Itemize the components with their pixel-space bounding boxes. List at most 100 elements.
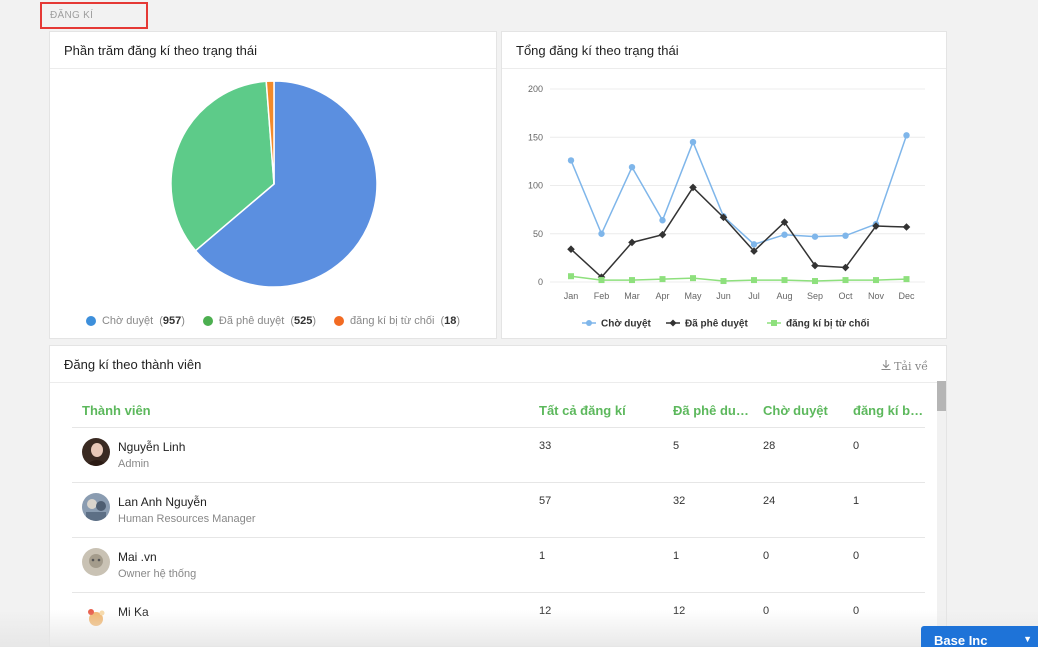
members-card: Đăng kí theo thành viên Tải về Thành viê…: [49, 345, 947, 647]
table-row[interactable]: Mi Ka 12 12 0 0: [72, 593, 925, 646]
avatar: [82, 548, 110, 576]
x-tick-label: Jan: [564, 291, 579, 301]
data-point: [780, 218, 789, 226]
x-tick-label: Jun: [716, 291, 731, 301]
x-tick-label: Nov: [868, 291, 885, 301]
pie-slice-1[interactable]: [170, 80, 275, 252]
table-row[interactable]: Mai .vn Owner hệ thống 1 1 0 0: [72, 538, 925, 593]
data-point: [903, 132, 910, 139]
x-tick-label: Jul: [748, 291, 760, 301]
data-point: [781, 231, 788, 238]
section-label: ĐĂNG KÍ: [40, 2, 148, 29]
x-tick-label: Sep: [807, 291, 823, 301]
cell-total: 33: [539, 440, 552, 452]
data-point: [567, 157, 575, 164]
series-line-0: [570, 135, 908, 246]
col-header-pending[interactable]: Chờ duyệt: [763, 403, 828, 418]
legend-label: Chờ duyệt: [601, 319, 652, 330]
legend-count: 957: [162, 315, 182, 327]
x-tick-label: Aug: [776, 291, 792, 301]
cell-pending: 0: [763, 605, 770, 617]
table-row[interactable]: Nguyễn Linh Admin 33 5 28 0: [72, 428, 925, 483]
data-point: [812, 278, 818, 285]
table-scrollbar[interactable]: [937, 381, 946, 646]
legend-item-approved[interactable]: Đã phê duyệt (525): [202, 315, 316, 327]
series-line-1: [570, 186, 907, 279]
pie-chart-card: Phần trăm đăng kí theo trạng thái Chờ du…: [49, 31, 497, 339]
table-scrollbar-thumb[interactable]: [937, 381, 946, 411]
legend-dot-icon: [334, 316, 345, 326]
cell-approved: 5: [673, 440, 680, 452]
member-name[interactable]: Nguyễn Linh: [118, 440, 186, 454]
data-point: [750, 241, 758, 248]
data-point: [690, 275, 696, 282]
y-tick-label: 150: [528, 132, 543, 142]
data-point: [811, 261, 819, 270]
members-table: Thành viên Tất cả đăng kí Đã phê duyệt C…: [72, 382, 925, 646]
download-label: Tải về: [894, 360, 928, 373]
legend-count: 18: [444, 315, 457, 327]
download-button[interactable]: Tải về: [880, 359, 928, 374]
col-header-approved[interactable]: Đã phê duyệt: [673, 403, 751, 418]
legend-marker-icon: [669, 319, 677, 327]
data-point: [659, 276, 666, 283]
member-role: Human Resources Manager: [118, 513, 256, 525]
data-point: [842, 232, 849, 239]
pie-chart: [170, 80, 378, 288]
y-tick-label: 0: [538, 277, 543, 287]
chevron-down-icon: ▼: [1023, 634, 1032, 644]
legend-marker-icon: [771, 320, 777, 326]
data-point: [781, 277, 788, 284]
data-point: [720, 278, 727, 285]
legend-marker-icon: [586, 320, 592, 326]
data-point: [751, 277, 757, 284]
cell-approved: 12: [673, 605, 686, 617]
legend-dot-icon: [202, 316, 213, 326]
legend-count: 525: [294, 315, 313, 327]
data-point: [629, 277, 635, 284]
legend-label: Đã phê duyệt: [685, 319, 748, 330]
cell-pending: 28: [763, 440, 776, 452]
avatar: [82, 438, 110, 466]
table-row[interactable]: Lan Anh Nguyễn Human Resources Manager 5…: [72, 483, 925, 538]
cell-rejected: 0: [853, 550, 860, 562]
member-role: Admin: [118, 458, 150, 470]
y-tick-label: 50: [533, 229, 543, 239]
workspace-label: Base Inc: [934, 633, 988, 647]
x-tick-label: May: [684, 291, 702, 301]
legend-item-rejected[interactable]: đăng kí bị từ chối (18): [334, 315, 460, 327]
line-chart-title: Tổng đăng kí theo trạng thái: [516, 43, 679, 58]
legend-label: Đã phê duyệt: [218, 315, 285, 327]
x-tick-label: Mar: [624, 291, 640, 301]
member-role: Owner hệ thống: [118, 568, 197, 580]
member-name[interactable]: Lan Anh Nguyễn: [118, 495, 207, 509]
cell-approved: 32: [673, 495, 686, 507]
data-point: [658, 230, 667, 239]
col-header-member[interactable]: Thành viên: [82, 403, 151, 418]
legend-dot-icon: [85, 316, 96, 326]
legend-label: Chờ duyệt: [101, 315, 154, 327]
col-header-rejected[interactable]: đăng kí bị từ chối: [853, 403, 925, 418]
line-chart: 0 50 100 150 200 Jan Feb Mar Apr May Jun Jul Aug Sep O…: [528, 84, 925, 330]
data-point: [811, 233, 819, 240]
member-name[interactable]: Mi Ka: [118, 605, 149, 619]
col-header-total[interactable]: Tất cả đăng kí: [539, 403, 626, 418]
cell-pending: 24: [763, 495, 776, 507]
cell-total: 12: [539, 605, 552, 617]
cell-approved: 1: [673, 550, 680, 562]
member-name[interactable]: Mai .vn: [118, 550, 157, 564]
series-line-2: [570, 275, 907, 282]
legend-item-pending[interactable]: Chờ duyệt (957): [85, 315, 185, 327]
data-point: [659, 217, 666, 224]
workspace-chip[interactable]: Base Inc ▼: [921, 626, 1038, 647]
data-point: [598, 277, 605, 284]
pie-slice-2[interactable]: [265, 80, 275, 185]
pie-slice-0[interactable]: [194, 80, 378, 288]
table-header: Thành viên Tất cả đăng kí Đã phê duyệt C…: [72, 382, 925, 428]
pie-legend: Chờ duyệt (957) Đã phê duyệt (525) đăng …: [50, 315, 496, 327]
cell-rejected: 0: [853, 605, 860, 617]
pie-chart-title: Phần trăm đăng kí theo trạng thái: [64, 43, 257, 58]
data-point: [903, 276, 910, 283]
cell-total: 1: [539, 550, 546, 562]
members-title: Đăng kí theo thành viên: [64, 357, 202, 372]
